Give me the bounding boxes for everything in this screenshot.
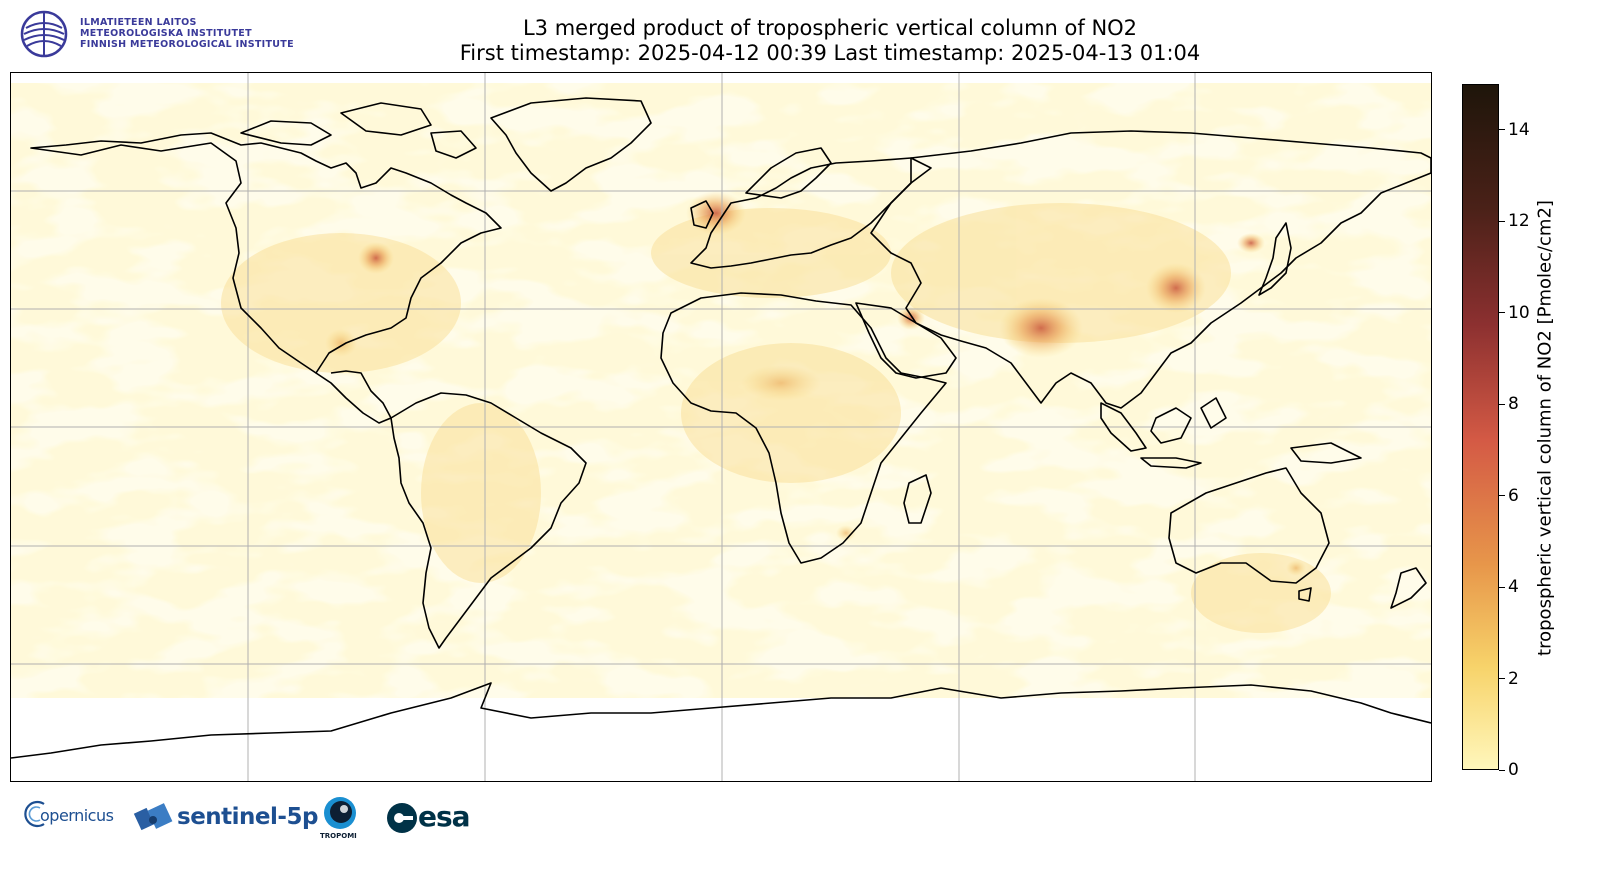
esa-logo-text: esa: [418, 800, 471, 833]
title-line-2: First timestamp: 2025-04-12 00:39 Last t…: [459, 41, 1201, 65]
fmi-logo-icon: [20, 10, 68, 58]
colorbar-tick: [1499, 769, 1505, 771]
colorbar-tick: [1499, 129, 1505, 131]
tropomi-logo-icon: [324, 797, 356, 829]
esa-logo-icon: [387, 803, 417, 833]
tropomi-logo-text: TROPOMI: [320, 832, 357, 840]
map-title: L3 merged product of tropospheric vertic…: [300, 16, 1360, 66]
coast-north-america: [30, 132, 502, 374]
institute-line-1: ILMATIETEEN LAITOS: [80, 17, 197, 28]
coast-asia: [870, 130, 1431, 409]
colorbar-tick-label: 10: [1508, 302, 1530, 323]
coast-europe: [690, 157, 932, 269]
no2-world-map: [10, 72, 1432, 782]
colorbar-tick-label: 4: [1508, 577, 1519, 598]
coast-arabia: [855, 302, 957, 379]
coast-south-america: [390, 392, 587, 649]
institute-name: ILMATIETEEN LAITOS METEOROLOGISKA INSTIT…: [80, 17, 294, 50]
institute-line-2: METEOROLOGISKA INSTITUTET: [80, 28, 252, 39]
coast-australia: [1168, 467, 1330, 584]
coastlines: [11, 97, 1431, 759]
colorbar-tick-label: 14: [1508, 119, 1530, 140]
coast-greenland: [490, 97, 652, 192]
coast-africa: [660, 292, 947, 564]
colorbar-tick-label: 8: [1508, 394, 1519, 415]
colorbar-tick: [1499, 403, 1505, 405]
colorbar: [1462, 84, 1499, 770]
map-canvas: [11, 73, 1431, 781]
title-line-1: L3 merged product of tropospheric vertic…: [522, 16, 1138, 40]
colorbar-tick: [1499, 586, 1505, 588]
colorbar-tick: [1499, 312, 1505, 314]
colorbar-label: tropospheric vertical column of NO2 [Pmo…: [1534, 200, 1556, 656]
copernicus-logo-icon: [24, 800, 45, 828]
colorbar-tick: [1499, 495, 1505, 497]
sentinel-satellite-icon: [133, 803, 173, 831]
coast-antarctica: [11, 682, 1431, 759]
sentinel-logo-text: sentinel-5p: [177, 804, 318, 830]
colorbar-tick: [1499, 220, 1505, 222]
gridlines: [11, 73, 1431, 781]
colorbar-tick-label: 2: [1508, 668, 1519, 689]
colorbar-tick: [1499, 678, 1505, 680]
colorbar-tick-label: 0: [1508, 760, 1519, 780]
institute-line-3: FINNISH METEOROLOGICAL INSTITUTE: [80, 39, 294, 50]
colorbar-tick-label: 12: [1508, 211, 1530, 232]
colorbar-tick-label: 6: [1508, 485, 1519, 506]
copernicus-logo-text: opernicus: [40, 806, 114, 825]
